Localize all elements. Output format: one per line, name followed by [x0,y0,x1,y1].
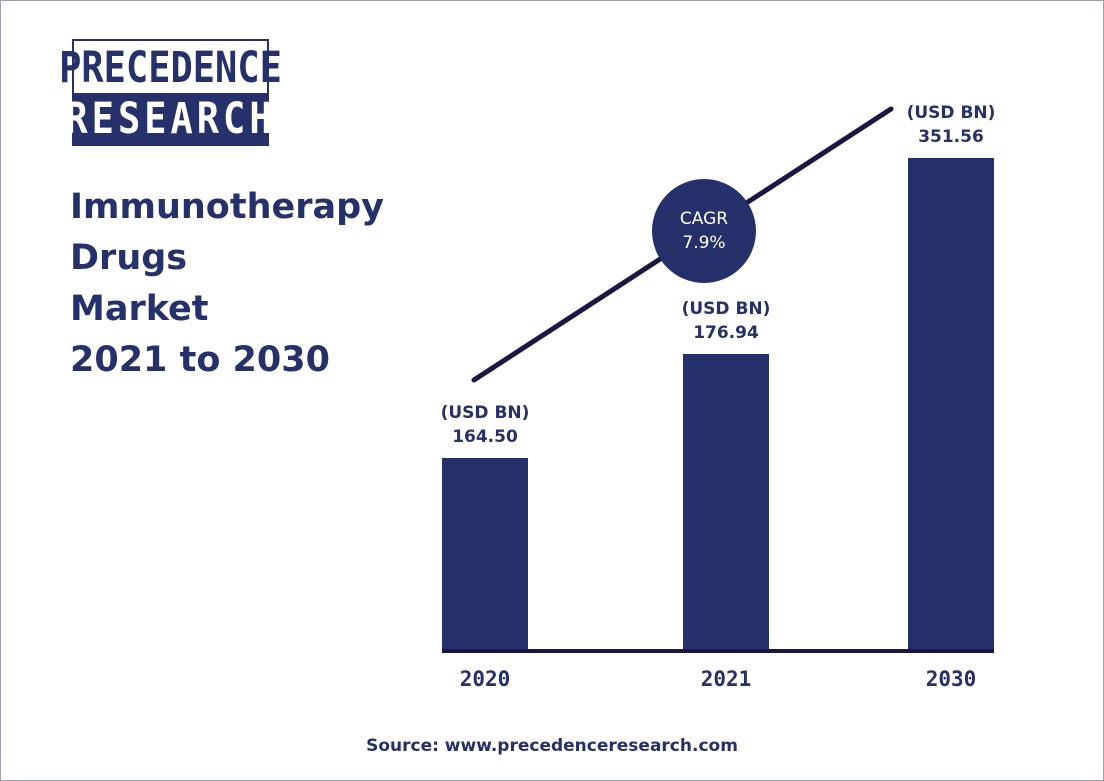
bars-layer [442,158,994,651]
bar-2020 [442,458,528,651]
unit-label-2020: (USD BN) [441,403,530,423]
cagr-value: 7.9% [682,233,725,253]
value-label-2020: 164.50 [452,427,518,447]
labels-layer: (USD BN) 164.50 2020 (USD BN) 176.94 2021 (USD… [441,103,996,691]
bar-2021 [683,354,769,651]
value-label-2021: 176.94 [693,323,759,343]
title-line-3: Market [70,289,209,329]
title-line-4: 2021 to 2030 [70,340,330,380]
cagr-label: CAGR [680,209,728,229]
logo-line-2: RESEARCH [65,93,276,144]
unit-label-2021: (USD BN) [682,299,771,319]
value-label-2030: 351.56 [918,127,984,147]
title-line-2: Drugs [70,238,188,278]
precedence-research-logo: PRECEDENCE RESEARCH [59,39,282,146]
unit-label-2030: (USD BN) [907,103,996,123]
logo-line-1: PRECEDENCE [59,42,282,92]
cagr-badge [652,179,756,283]
title-line-1: Immunotherapy [70,187,384,227]
chart-title: Immunotherapy Drugs Market 2021 to 2030 [70,182,384,386]
bar-2030 [908,158,994,651]
x-tick-label-2021: 2021 [701,667,752,691]
x-tick-label-2030: 2030 [926,667,977,691]
source-note: Source: www.precedenceresearch.com [366,736,738,756]
x-tick-label-2020: 2020 [460,667,511,691]
logo-line-2-band: RESEARCH [65,93,272,144]
